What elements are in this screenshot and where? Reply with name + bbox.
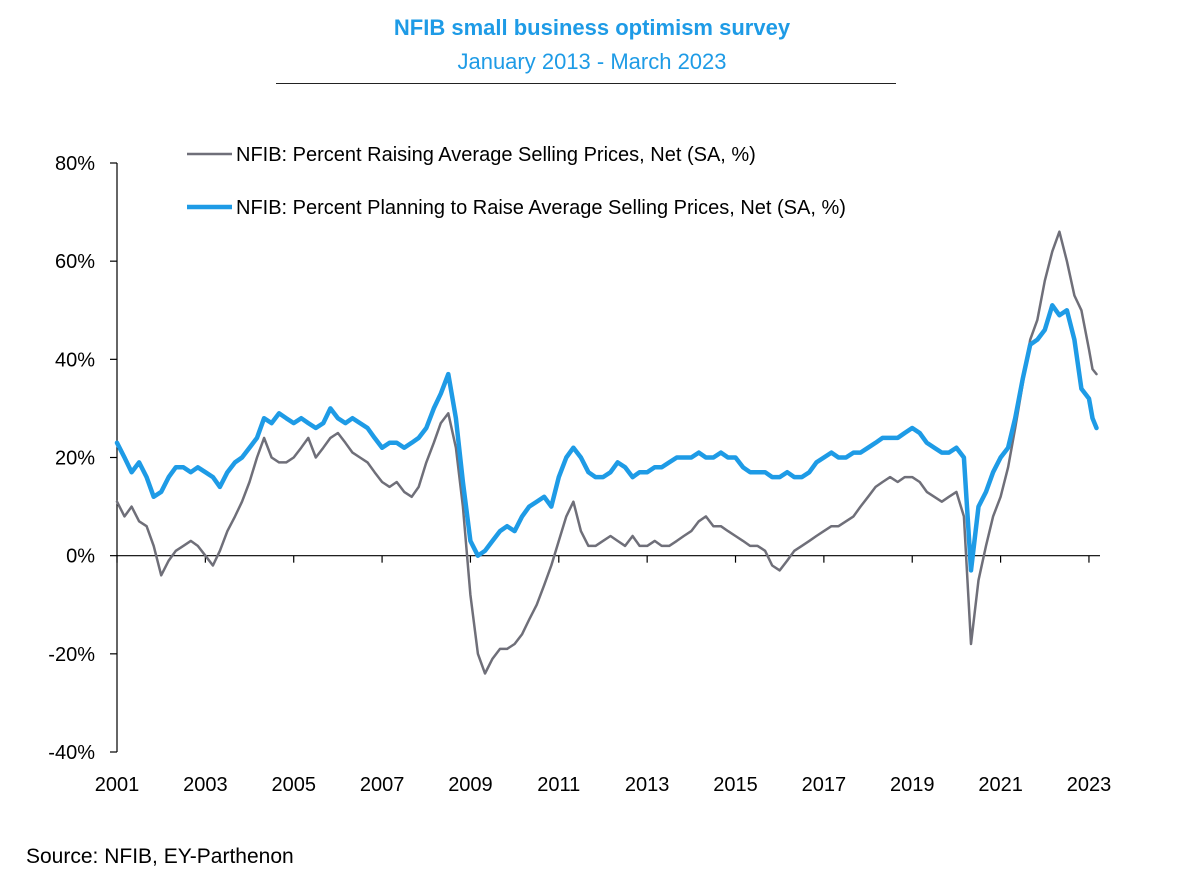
x-tick-label: 2013 <box>625 774 670 796</box>
source-note: Source: NFIB, EY-Parthenon <box>26 845 294 868</box>
x-tick-label: 2003 <box>183 774 228 796</box>
legend-label: NFIB: Percent Raising Average Selling Pr… <box>236 144 756 166</box>
x-tick-label: 2015 <box>713 774 758 796</box>
x-tick-label: 2011 <box>537 774 580 796</box>
x-tick-label: 2007 <box>360 774 405 796</box>
x-tick-label: 2017 <box>802 774 847 796</box>
legend-label: NFIB: Percent Planning to Raise Average … <box>236 197 846 219</box>
legend-item: NFIB: Percent Planning to Raise Average … <box>187 197 846 219</box>
chart-axes: -40% -20% 0% 20% 40% 60% 80% 2001 2003 2005 2007 20… <box>48 153 1111 796</box>
x-tick-label: 2019 <box>890 774 935 796</box>
x-tick-label: 2001 <box>95 774 140 796</box>
chart-subtitle: January 2013 - March 2023 <box>457 49 727 74</box>
y-tick-label: 80% <box>55 153 95 175</box>
chart-legend: NFIB: Percent Raising Average Selling Pr… <box>187 144 846 219</box>
x-tick-label: 2005 <box>271 774 316 796</box>
series-layer <box>114 230 1099 675</box>
x-tick-label: 2021 <box>978 774 1023 796</box>
series-line-raising-prices <box>115 230 1098 675</box>
y-tick-label: -20% <box>48 644 95 666</box>
y-tick-label: 60% <box>55 251 95 273</box>
legend-item: NFIB: Percent Raising Average Selling Pr… <box>187 144 756 166</box>
title-divider <box>276 83 896 84</box>
chart-title: NFIB small business optimism survey <box>393 15 791 40</box>
y-tick-label: 0% <box>66 546 95 568</box>
x-tick-label: 2009 <box>448 774 493 796</box>
y-tick-label: -40% <box>48 742 95 764</box>
series-line-planning-price-raises <box>114 303 1099 573</box>
y-tick-label: 40% <box>55 349 95 371</box>
y-tick-label: 20% <box>55 448 95 470</box>
x-tick-label: 2023 <box>1067 774 1112 796</box>
